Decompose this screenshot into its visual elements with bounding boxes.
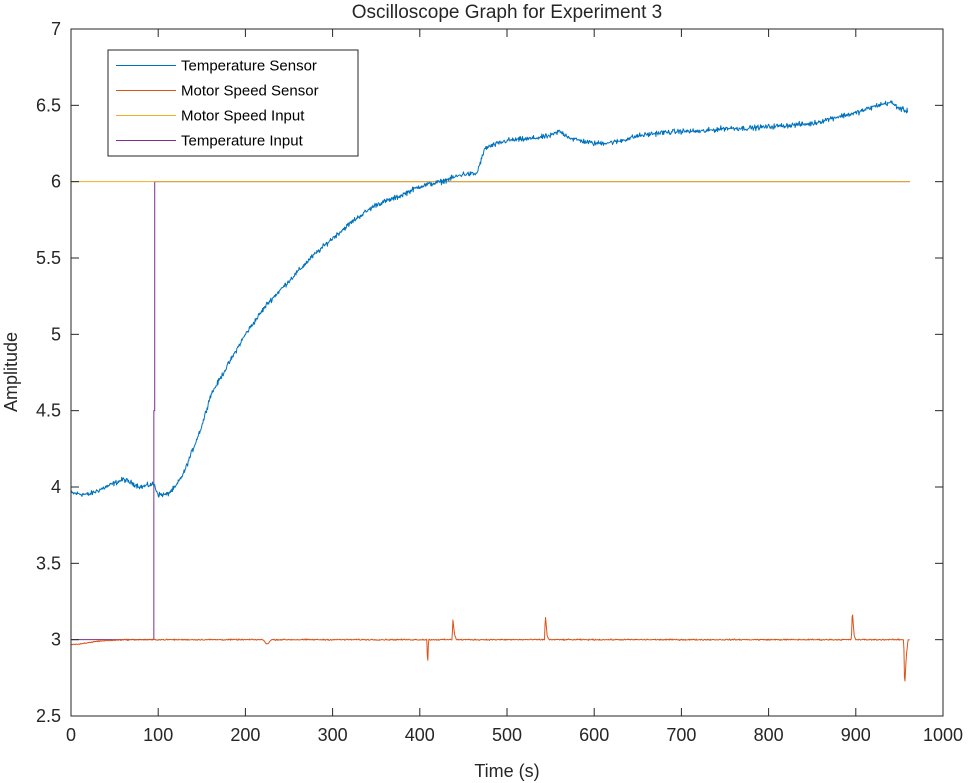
y-tick-label: 4	[51, 477, 61, 497]
legend-label-2: Motor Speed Input	[181, 108, 305, 125]
y-tick-label: 5	[51, 324, 61, 344]
y-tick-label: 6.5	[36, 95, 61, 115]
x-axis-label: Time (s)	[474, 761, 539, 781]
y-tick-label: 5.5	[36, 248, 61, 268]
series-line-0	[70, 100, 909, 498]
x-tick-label: 200	[230, 725, 260, 745]
series-line-1	[70, 614, 910, 682]
y-tick-label: 7	[51, 19, 61, 39]
legend-label-3: Temperature Input	[181, 133, 304, 150]
x-tick-label: 900	[841, 725, 871, 745]
legend: Temperature Sensor Motor Speed Sensor Moto…	[107, 49, 359, 157]
y-tick-label: 2.5	[36, 706, 61, 726]
x-tick-label: 700	[666, 725, 696, 745]
legend-label-0: Temperature Sensor	[181, 58, 317, 75]
chart-title: Oscilloscope Graph for Experiment 3	[352, 2, 662, 23]
x-tick-label: 100	[143, 725, 173, 745]
y-axis-label: Amplitude	[1, 332, 21, 412]
x-tick-label: 1000	[923, 725, 963, 745]
legend-label-1: Motor Speed Sensor	[181, 83, 319, 100]
y-tick-label: 4.5	[36, 401, 61, 421]
series-layer	[70, 100, 910, 682]
legend-box	[107, 49, 359, 157]
x-tick-label: 400	[405, 725, 435, 745]
x-tick-label: 800	[754, 725, 784, 745]
plot-area: 0 100 200 300 400 500 600 700 800 900 1000 2.5 3 3.5 4…	[36, 19, 963, 745]
ticks-layer: 0 100 200 300 400 500 600 700 800 900 1000 2.5 3 3.5 4…	[36, 19, 963, 745]
x-tick-label: 0	[66, 725, 76, 745]
y-tick-label: 3	[51, 630, 61, 650]
x-tick-label: 500	[492, 725, 522, 745]
y-tick-label: 6	[51, 172, 61, 192]
x-tick-label: 600	[579, 725, 609, 745]
x-tick-label: 300	[318, 725, 348, 745]
y-tick-label: 3.5	[36, 553, 61, 573]
